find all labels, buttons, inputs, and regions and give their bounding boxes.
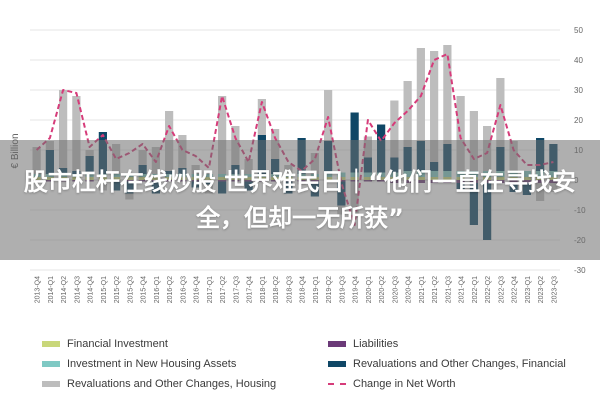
y-tick-label: -30 bbox=[574, 266, 586, 275]
legend-swatch bbox=[328, 341, 346, 347]
legend-swatch-dashed bbox=[328, 383, 346, 385]
legend-item-liabilities: Liabilities bbox=[328, 338, 398, 350]
x-tick-label: 2022-Q3 bbox=[498, 276, 505, 303]
x-tick-label: 2014-Q1 bbox=[48, 276, 55, 303]
legend-item-new-housing: Investment in New Housing Assets bbox=[42, 358, 236, 370]
x-tick-label: 2018-Q4 bbox=[300, 276, 307, 303]
x-tick-label: 2016-Q2 bbox=[167, 276, 174, 303]
bar-revaluations-and-other-changes-housing bbox=[324, 90, 333, 141]
headline-text: 股市杠杆在线炒股 世界难民日｜“他们一直在寻找安全，但却一无所获” bbox=[23, 168, 577, 232]
bar-revaluations-and-other-changes-housing bbox=[443, 45, 452, 144]
legend-item-net-worth: Change in Net Worth bbox=[328, 378, 456, 390]
x-tick-label: 2018-Q1 bbox=[260, 276, 267, 303]
legend-label: Liabilities bbox=[353, 338, 399, 350]
headline-overlay: 股市杠杆在线炒股 世界难民日｜“他们一直在寻找安全，但却一无所获” bbox=[0, 140, 600, 260]
legend-swatch bbox=[42, 361, 60, 367]
x-tick-label: 2019-Q1 bbox=[313, 276, 320, 303]
x-tick-label: 2022-Q2 bbox=[485, 276, 492, 303]
x-tick-label: 2015-Q3 bbox=[127, 276, 134, 303]
x-tick-label: 2014-Q3 bbox=[74, 276, 81, 303]
bar-revaluations-and-other-changes-housing bbox=[403, 81, 412, 147]
x-tick-label: 2013-Q4 bbox=[35, 276, 42, 303]
y-tick-label: 30 bbox=[574, 86, 583, 95]
x-tick-label: 2019-Q3 bbox=[339, 276, 346, 303]
bar-revaluations-and-other-changes-housing bbox=[257, 99, 266, 135]
bar-revaluations-and-other-changes-housing bbox=[390, 100, 399, 158]
legend-swatch bbox=[328, 361, 346, 367]
x-tick-label: 2016-Q4 bbox=[194, 276, 201, 303]
x-tick-label: 2014-Q4 bbox=[88, 276, 95, 303]
x-tick-label: 2021-Q1 bbox=[419, 276, 426, 303]
x-tick-label: 2021-Q2 bbox=[432, 276, 439, 303]
legend-item-financial-investment: Financial Investment bbox=[42, 338, 168, 350]
chart-legend: Financial Investment Investment in New H… bbox=[0, 333, 600, 400]
x-tick-label: 2020-Q3 bbox=[392, 276, 399, 303]
x-tick-label: 2017-Q1 bbox=[207, 276, 214, 303]
bar-revaluations-and-other-changes-housing bbox=[496, 78, 505, 147]
x-tick-label: 2022-Q4 bbox=[512, 276, 519, 303]
x-tick-label: 2023-Q1 bbox=[525, 276, 532, 303]
bar-revaluations-and-other-changes-housing bbox=[72, 96, 81, 171]
bar-revaluations-and-other-changes-housing bbox=[456, 96, 465, 171]
x-tick-label: 2019-Q2 bbox=[326, 276, 333, 303]
x-tick-label: 2015-Q2 bbox=[114, 276, 121, 303]
legend-label: Change in Net Worth bbox=[353, 378, 456, 390]
x-tick-label: 2020-Q2 bbox=[379, 276, 386, 303]
x-tick-label: 2020-Q1 bbox=[366, 276, 373, 303]
legend-label: Investment in New Housing Assets bbox=[67, 358, 237, 370]
x-tick-label: 2022-Q1 bbox=[472, 276, 479, 303]
x-tick-label: 2020-Q4 bbox=[406, 276, 413, 303]
legend-label: Revaluations and Other Changes, Housing bbox=[67, 378, 277, 390]
bar-revaluations-and-other-changes-housing bbox=[218, 96, 227, 174]
x-tick-label: 2021-Q3 bbox=[445, 276, 452, 303]
legend-label: Revaluations and Other Changes, Financia… bbox=[353, 358, 566, 370]
legend-item-reval-housing: Revaluations and Other Changes, Housing bbox=[42, 378, 276, 390]
legend-swatch bbox=[42, 381, 60, 387]
bar-revaluations-and-other-changes-housing bbox=[430, 51, 439, 162]
x-tick-label: 2023-Q3 bbox=[551, 276, 558, 303]
x-tick-label: 2017-Q2 bbox=[220, 276, 227, 303]
y-tick-label: 20 bbox=[574, 116, 583, 125]
x-tick-label: 2014-Q2 bbox=[61, 276, 68, 303]
legend-swatch bbox=[42, 341, 60, 347]
x-tick-label: 2017-Q3 bbox=[233, 276, 240, 303]
x-tick-label: 2018-Q3 bbox=[286, 276, 293, 303]
x-tick-label: 2023-Q2 bbox=[538, 276, 545, 303]
y-tick-label: 50 bbox=[574, 26, 583, 35]
legend-item-reval-financial: Revaluations and Other Changes, Financia… bbox=[328, 358, 566, 370]
x-tick-label: 2019-Q4 bbox=[353, 276, 360, 303]
bar-revaluations-and-other-changes-housing bbox=[59, 90, 68, 168]
x-tick-label: 2016-Q3 bbox=[180, 276, 187, 303]
x-tick-label: 2021-Q4 bbox=[459, 276, 466, 303]
x-tick-label: 2017-Q4 bbox=[247, 276, 254, 303]
y-tick-label: 40 bbox=[574, 56, 583, 65]
x-tick-label: 2015-Q1 bbox=[101, 276, 108, 303]
x-tick-label: 2015-Q4 bbox=[141, 276, 148, 303]
legend-label: Financial Investment bbox=[67, 338, 168, 350]
x-tick-label: 2018-Q2 bbox=[273, 276, 280, 303]
x-tick-label: 2016-Q1 bbox=[154, 276, 161, 303]
